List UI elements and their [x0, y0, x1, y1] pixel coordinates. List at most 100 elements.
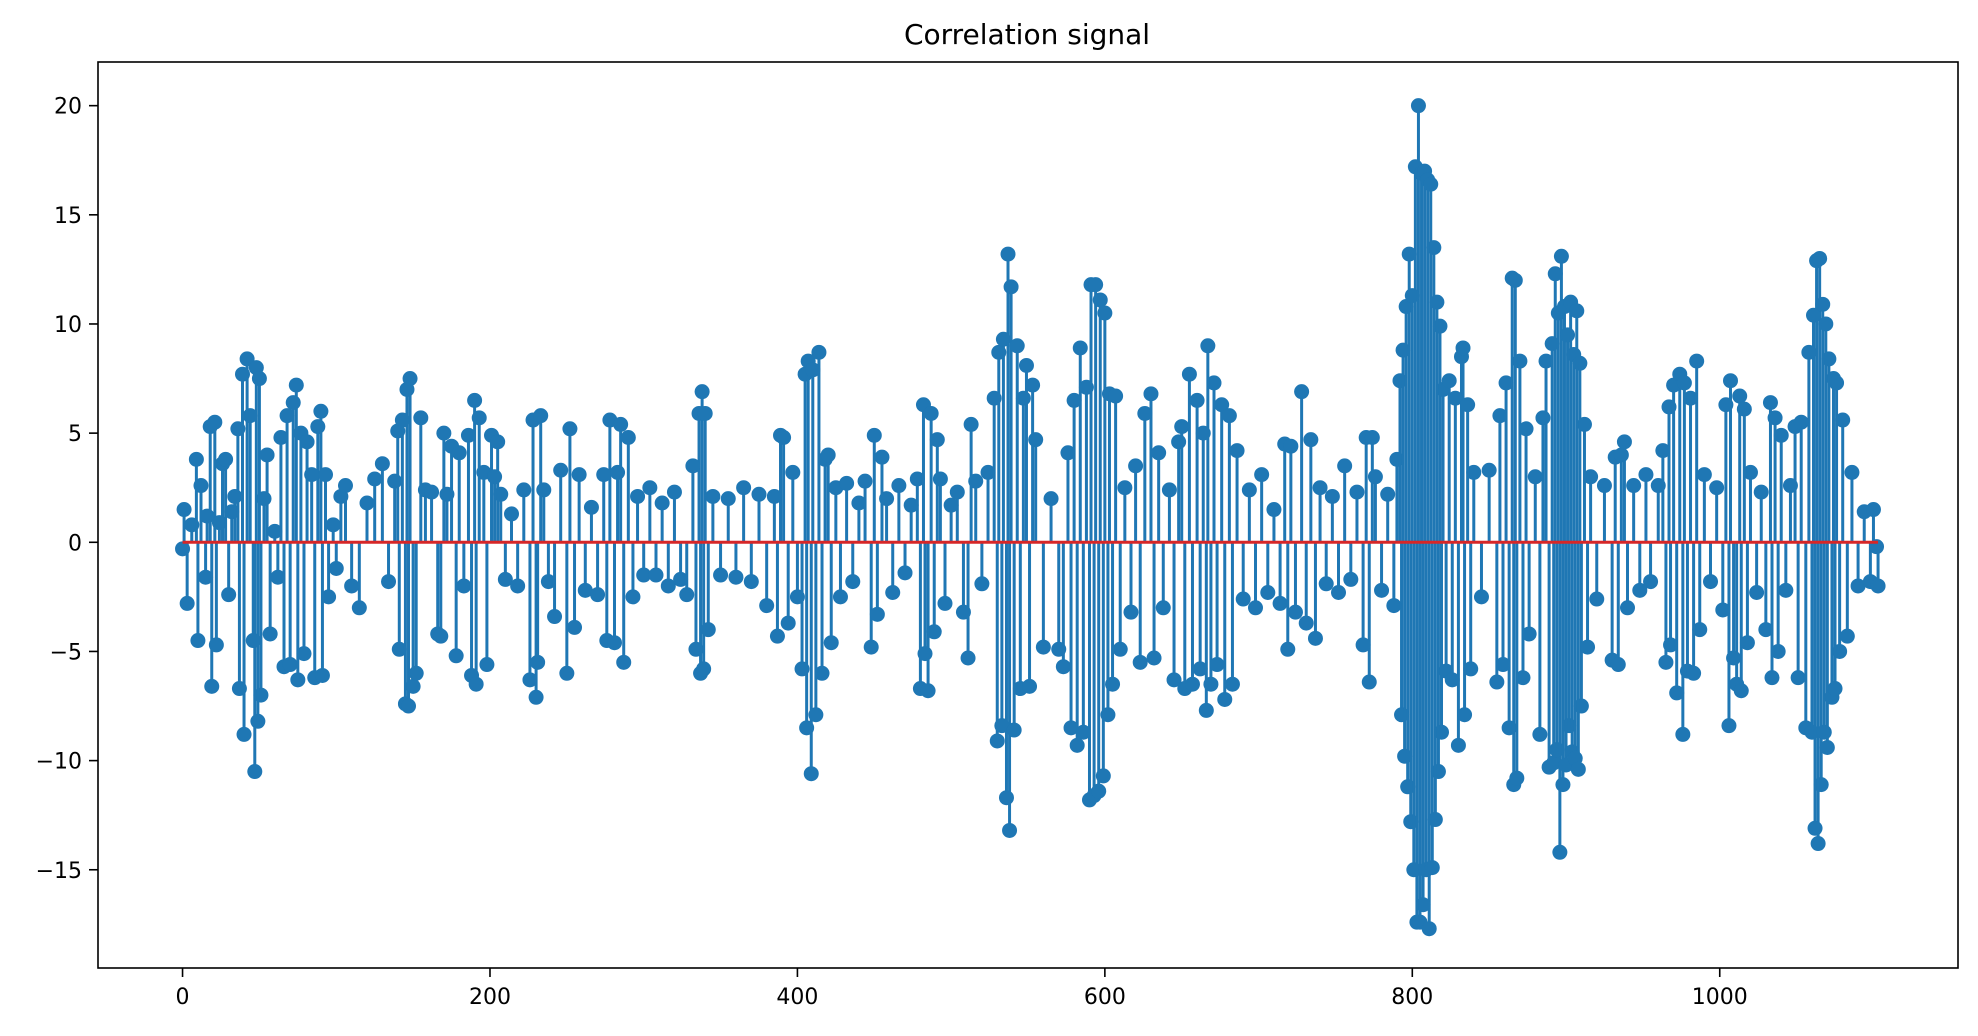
stem-marker — [1260, 585, 1276, 601]
stem-marker — [785, 464, 801, 480]
x-axis: 0 200 400 600 800 1000 — [176, 968, 1748, 1010]
y-tick-label: −15 — [36, 859, 82, 884]
stem-marker — [1810, 836, 1826, 852]
stem-marker — [986, 390, 1002, 406]
stem-marker — [304, 467, 320, 483]
stem-marker — [1835, 412, 1851, 428]
stem-marker — [851, 495, 867, 511]
stem-marker — [436, 425, 452, 441]
stem-marker — [1137, 405, 1153, 421]
stem-marker — [1686, 665, 1702, 681]
stem-marker — [296, 646, 312, 662]
stem-marker — [1812, 250, 1828, 266]
stem-marker — [606, 635, 622, 651]
x-tick-label: 600 — [1084, 985, 1126, 1010]
stem-marker — [1572, 355, 1588, 371]
stem-marker — [885, 585, 901, 601]
stem-marker — [299, 434, 315, 450]
stem-marker — [374, 456, 390, 472]
stem-marker — [1804, 724, 1820, 740]
stem-marker — [522, 672, 538, 688]
stem-marker — [460, 427, 476, 443]
stem-marker — [208, 637, 224, 653]
stem-marker — [926, 624, 942, 640]
stem-marker — [1560, 327, 1576, 343]
stem-marker — [1544, 336, 1560, 352]
stem-marker — [1241, 482, 1257, 498]
stem-marker — [1400, 779, 1416, 795]
stem-marker — [1403, 814, 1419, 830]
stem-marker — [688, 641, 704, 657]
stem-marker — [923, 405, 939, 421]
stem-lines — [181, 105, 1880, 929]
stem-marker — [1386, 598, 1402, 614]
stem-marker — [1128, 458, 1144, 474]
stem-marker — [394, 412, 410, 428]
stem-marker — [487, 469, 503, 485]
stem-marker — [1661, 399, 1677, 415]
stem-marker — [424, 484, 440, 500]
stem-marker — [799, 720, 815, 736]
stem-marker — [1555, 777, 1571, 793]
stem-marker — [776, 429, 792, 445]
stem-marker — [467, 392, 483, 408]
stem-marker — [1610, 657, 1626, 673]
stem-marker — [1732, 388, 1748, 404]
stem-marker — [1217, 691, 1233, 707]
stem-marker — [313, 403, 329, 419]
stem-marker — [279, 408, 295, 424]
stem-marker — [179, 595, 195, 611]
x-tick-label: 400 — [776, 985, 818, 1010]
stem-marker — [1006, 722, 1022, 738]
stem-marker — [1473, 589, 1489, 605]
stem-marker — [596, 467, 612, 483]
stem-marker — [199, 508, 215, 524]
stem-marker — [1507, 272, 1523, 288]
stem-marker — [814, 665, 830, 681]
stem-marker — [998, 790, 1014, 806]
stem-marker — [288, 377, 304, 393]
stem-marker — [666, 484, 682, 500]
stem-marker — [310, 419, 326, 435]
stem-marker — [1509, 770, 1525, 786]
stem-marker — [673, 571, 689, 587]
stem-marker — [1518, 421, 1534, 437]
stem-marker — [448, 648, 464, 664]
stem-marker — [1515, 670, 1531, 686]
stem-marker — [1655, 443, 1671, 459]
y-tick-label: −5 — [50, 640, 82, 665]
stem-marker — [811, 344, 827, 360]
stem-marker — [314, 667, 330, 683]
stem-marker — [1492, 408, 1508, 424]
stem-marker — [1051, 641, 1067, 657]
stem-marker — [1821, 351, 1837, 367]
y-axis: −15 −10 −5 0 5 10 15 20 — [36, 95, 98, 884]
stem-marker — [630, 488, 646, 504]
stem-marker — [273, 429, 289, 445]
stem-marker — [1117, 480, 1133, 496]
stem-marker — [1532, 726, 1548, 742]
stem-marker — [211, 515, 227, 531]
stem-marker — [583, 499, 599, 515]
stem-marker — [1181, 366, 1197, 382]
stem-marker — [1663, 637, 1679, 653]
stem-marker — [1613, 447, 1629, 463]
stem-marker — [1865, 502, 1881, 518]
stem-marker — [1105, 676, 1121, 692]
stem-marker — [267, 523, 283, 539]
stem-marker — [1397, 748, 1413, 764]
y-tick-label: 20 — [54, 95, 82, 120]
stem-marker — [256, 491, 272, 507]
stem-marker — [1401, 246, 1417, 262]
y-tick-label: 10 — [54, 313, 82, 338]
stem-marker — [1829, 375, 1845, 391]
stem-marker — [700, 622, 716, 638]
stem-marker — [909, 471, 925, 487]
stem-marker — [1521, 626, 1537, 642]
stem-marker — [1675, 726, 1691, 742]
stem-marker — [590, 587, 606, 603]
stem-marker — [879, 491, 895, 507]
stem-marker — [1294, 384, 1310, 400]
stem-marker — [1184, 676, 1200, 692]
stem-marker — [1596, 478, 1612, 494]
